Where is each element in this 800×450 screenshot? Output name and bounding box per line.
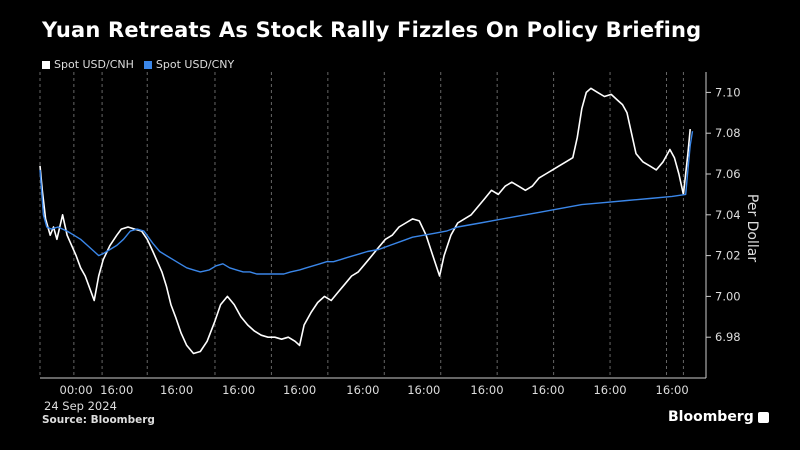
bloomberg-logo: Bloomberg [668,409,769,425]
y-tick-label: 6.98 [715,330,741,344]
legend-label-cny: Spot USD/CNY [155,58,235,71]
legend-label-cnh: Spot USD/CNH [54,58,134,71]
x-tick-label: 16:00 [593,383,626,397]
y-tick-label: 7.04 [715,208,741,222]
x-tick-label: 16:00 [100,383,133,397]
series-line-usd-cny [39,131,694,275]
x-tick-label: 16:00 [656,383,689,397]
legend: Spot USD/CNH Spot USD/CNY [42,58,234,71]
y-tick-label: 7.08 [715,126,741,140]
legend-item-cnh: Spot USD/CNH [42,58,134,71]
chart-title: Yuan Retreats As Stock Rally Fizzles On … [42,18,702,42]
brand-label: Bloomberg [668,409,754,425]
legend-swatch-cnh [42,60,50,69]
x-tick-label: 16:00 [531,383,564,397]
x-tick-label: 16:00 [160,383,193,397]
x-tick-label: 16:00 [407,383,440,397]
x-tick-label: 00:00 [60,383,93,397]
y-tick-label: 7.02 [715,249,741,263]
x-tick-label: 16:00 [470,383,503,397]
series-line-usd-cnh [39,87,691,355]
x-tick-label: 16:00 [222,383,255,397]
y-axis-label: Per Dollar [744,194,760,262]
legend-swatch-cny [143,60,152,69]
y-tick-label: 7.06 [715,167,741,181]
x-tick-label: 16:00 [346,383,379,397]
y-tick-label: 7.00 [715,289,741,303]
bloomberg-square-icon [757,411,769,423]
x-tick-label: 16:00 [283,383,316,397]
x-date-label: 24 Sep 2024 [44,399,117,413]
legend-item-cny: Spot USD/CNY [143,58,235,71]
source-note: Source: Bloomberg [42,414,155,426]
y-tick-label: 7.10 [715,85,741,99]
